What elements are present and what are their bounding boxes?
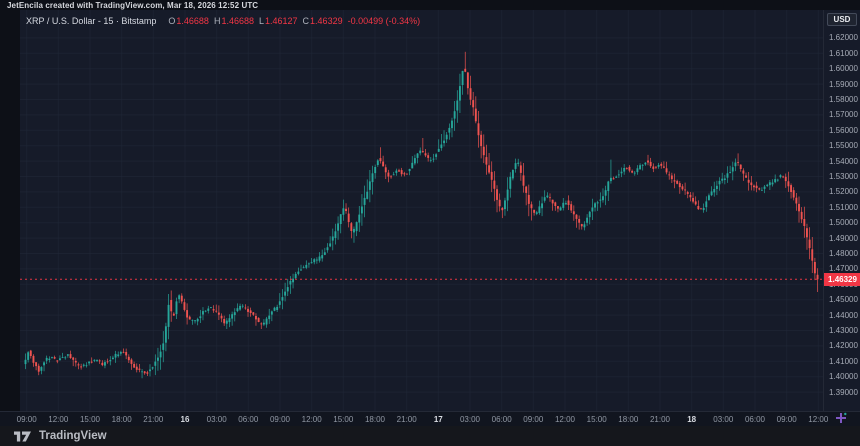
tradingview-logo-icon[interactable] <box>13 430 32 443</box>
price-tick-label: 1.53000 <box>829 172 858 181</box>
price-tick-label: 1.49000 <box>829 233 858 243</box>
attribution-bar: JetEncila created with TradingView.com, … <box>0 0 860 11</box>
price-tick-label: 1.56000 <box>829 125 858 135</box>
price-tick-label: 1.59000 <box>829 79 858 89</box>
price-tick-label: 1.55000 <box>829 141 858 151</box>
time-tick-label: 21:00 <box>649 415 671 424</box>
low-value: 1.46127 <box>265 16 298 26</box>
high-value: 1.46688 <box>221 16 254 26</box>
price-tick-label: 1.60000 <box>829 64 858 74</box>
price-tick-label: 1.44000 <box>829 310 858 320</box>
time-tick-label: 12:00 <box>554 415 576 424</box>
time-tick-label: 03:00 <box>713 415 734 424</box>
close-label: C <box>302 16 310 26</box>
candlestick-canvas[interactable] <box>20 10 823 411</box>
time-tick-label: 21:00 <box>396 415 417 424</box>
tradingview-brand-text[interactable]: TradingView <box>39 430 107 442</box>
bottom-brand-bar: TradingView <box>0 426 860 446</box>
time-tick-label: 21:00 <box>143 415 164 424</box>
time-tick-label: 03:00 <box>206 415 227 424</box>
symbol-title[interactable]: XRP / U.S. Dollar - 15 · Bitstamp <box>26 16 157 26</box>
time-tick-label: 15:00 <box>333 415 354 424</box>
date-tick-label: 16 <box>180 415 190 424</box>
time-tick-label: 06:00 <box>744 415 766 424</box>
price-tick-label: 1.51000 <box>829 202 858 212</box>
price-tick-label: 1.57000 <box>829 110 858 120</box>
last-price-badge: 1.46329 <box>824 272 860 286</box>
low-label: L <box>258 16 264 26</box>
time-tick-label: 12:00 <box>48 415 69 424</box>
legend: XRP / U.S. Dollar - 15 · Bitstamp O 1.46… <box>26 15 420 27</box>
time-tick-label: 09:00 <box>523 415 544 424</box>
attribution-text: JetEncila created with TradingView.com, … <box>7 1 259 10</box>
price-tick-label: 1.42000 <box>829 341 858 351</box>
price-tick-label: 1.58000 <box>829 95 858 104</box>
price-tick-label: 1.54000 <box>829 156 858 166</box>
date-tick-label: 18 <box>687 415 697 424</box>
time-tick-label: 18:00 <box>618 415 639 424</box>
change-value: -0.00499 (-0.34%) <box>347 16 421 26</box>
time-tick-label: 18:00 <box>364 415 386 424</box>
price-tick-label: 1.61000 <box>829 48 858 58</box>
currency-chip[interactable]: USD <box>827 13 857 26</box>
time-tick-label: 15:00 <box>586 415 607 424</box>
price-tick-label: 1.47000 <box>829 264 858 274</box>
time-tick-label: 09:00 <box>16 415 37 424</box>
price-tick-label: 1.48000 <box>829 249 858 258</box>
date-tick-label: 17 <box>433 415 443 424</box>
axis-plus-icon[interactable] <box>835 412 847 424</box>
time-tick-label: 18:00 <box>111 415 132 424</box>
time-tick-label: 06:00 <box>491 415 512 424</box>
time-tick-label: 12:00 <box>301 415 322 424</box>
time-tick-label: 15:00 <box>79 415 101 424</box>
time-tick-label: 03:00 <box>459 415 481 424</box>
price-tick-label: 1.40000 <box>829 372 858 382</box>
price-axis[interactable]: USD 1.62000 1.61000 1.60000 1.59000 1.58000 1… <box>823 10 860 411</box>
time-tick-label: 12:00 <box>808 415 829 424</box>
time-tick-label: 09:00 <box>269 415 291 424</box>
close-value: 1.46329 <box>310 16 343 26</box>
price-tick-label: 1.39000 <box>829 387 858 397</box>
time-tick-label: 09:00 <box>776 415 797 424</box>
chart-pane[interactable] <box>20 10 823 411</box>
price-tick-label: 1.62000 <box>829 33 858 43</box>
price-tick-label: 1.41000 <box>829 356 858 366</box>
price-tick-label: 1.45000 <box>829 295 858 305</box>
time-axis[interactable]: 09:00 12:00 15:00 18:00 21:00 16 03:00 06:00 09:… <box>0 411 860 426</box>
price-tick-label: 1.43000 <box>829 326 858 335</box>
open-value: 1.46688 <box>176 16 209 26</box>
time-tick-label: 06:00 <box>238 415 259 424</box>
price-tick-label: 1.50000 <box>829 218 858 228</box>
price-tick-label: 1.52000 <box>829 187 858 197</box>
high-label: H <box>213 16 221 26</box>
open-label: O <box>168 16 176 26</box>
